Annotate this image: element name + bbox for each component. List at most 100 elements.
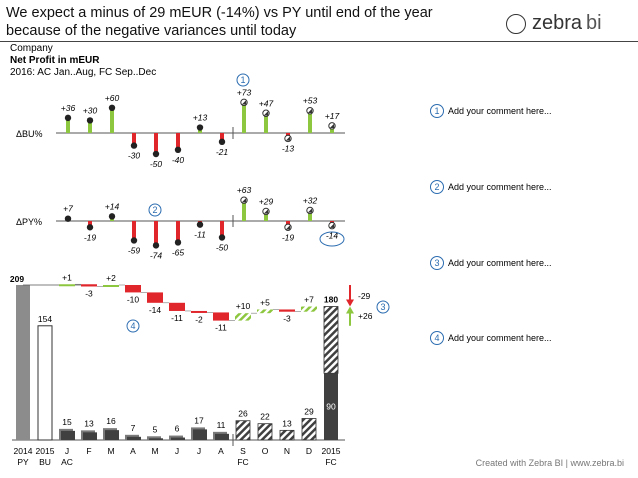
chart-badge-3-circle bbox=[376, 300, 390, 314]
waterfall-step-2 bbox=[103, 285, 119, 287]
x-label-1: 2015 bbox=[36, 446, 55, 456]
waterfall-step-1 bbox=[81, 284, 97, 287]
lollipop-label-dpy-11: +32 bbox=[303, 195, 318, 205]
lollipop-label-dpy-0: +7 bbox=[63, 204, 73, 214]
waterfall-label-8: +10 bbox=[236, 301, 251, 311]
delta-bu-label: +26 bbox=[358, 311, 373, 321]
logo-text: zebra bbox=[532, 12, 583, 34]
title-line-1: We expect a minus of 29 mEUR (-14%) vs P… bbox=[6, 5, 433, 21]
lollipop-head-dpy-5 bbox=[174, 239, 182, 246]
comment-4-text: Add your comment here... bbox=[448, 333, 552, 343]
lollipop-label-dbu-6: +13 bbox=[193, 113, 208, 123]
lollipop-head-hatch-dbu-10 bbox=[285, 136, 291, 141]
lollipop-head-dpy-3 bbox=[130, 237, 138, 244]
lollipop-head-dbu-0 bbox=[64, 114, 72, 122]
waterfall-label-2: +2 bbox=[106, 273, 116, 283]
chart-badge-1-circle bbox=[236, 73, 250, 87]
lollipop-head-dpy-4 bbox=[152, 242, 160, 249]
lollipop-head-dbu-3 bbox=[130, 142, 138, 149]
bar-month-ac-5 bbox=[171, 437, 185, 440]
lollipop-label-dbu-3: -30 bbox=[128, 151, 141, 161]
waterfall-step-8 bbox=[235, 313, 251, 321]
bar-month-fc-10 bbox=[279, 429, 295, 441]
bar-label-month-8: 26 bbox=[238, 409, 248, 419]
bar-month-ac-7 bbox=[215, 433, 229, 440]
bar-label-total-ac: 90 bbox=[326, 402, 336, 412]
lollipop-head-hatch-dpy-11 bbox=[307, 208, 313, 213]
lollipop-head-hatch-dpy-12 bbox=[329, 223, 335, 228]
lollipop-head-fc-dpy-12 bbox=[328, 221, 336, 230]
comment-1[interactable]: 1 Add your comment here... bbox=[430, 104, 552, 118]
bar-label-total-py: 209 bbox=[10, 274, 24, 284]
company-label: Company bbox=[10, 43, 53, 54]
lollipop-stem-dbu-0 bbox=[66, 117, 70, 133]
x-label-0: 2014 bbox=[14, 446, 33, 456]
waterfall-step-5 bbox=[169, 302, 185, 311]
chart-badge-1-text: 1 bbox=[240, 75, 245, 85]
lollipop-head-hatch-dpy-8 bbox=[241, 198, 247, 203]
waterfall-label-11: +7 bbox=[304, 295, 314, 305]
waterfall-label-7: -11 bbox=[215, 323, 227, 333]
lollipop-label-dpy-2: +14 bbox=[105, 201, 120, 211]
x-sublabel-14: FC bbox=[325, 457, 336, 467]
comment-3-badge: 3 bbox=[430, 256, 444, 270]
x-sublabel-0: PY bbox=[17, 457, 29, 467]
lollipop-label-dbu-9: +47 bbox=[259, 98, 274, 108]
lollipop-stem-dbu-2 bbox=[110, 107, 114, 133]
chart-badge-3-text: 3 bbox=[380, 302, 385, 312]
title-divider bbox=[0, 41, 638, 42]
lollipop-label-dpy-1: -19 bbox=[84, 232, 97, 242]
lollipop-label-dbu-10: -13 bbox=[282, 143, 295, 153]
lollipop-head-dbu-5 bbox=[174, 146, 182, 153]
comment-4[interactable]: 4 Add your comment here... bbox=[430, 331, 552, 345]
bar-month-ac-0 bbox=[61, 430, 75, 440]
comment-3-text: Add your comment here... bbox=[448, 258, 552, 268]
waterfall-step-3 bbox=[125, 285, 141, 293]
chart-badge-2-circle bbox=[148, 203, 162, 217]
measure-label: Net Profit in mEUR bbox=[10, 55, 100, 66]
axis-label-dbu: ΔBU% bbox=[16, 129, 43, 139]
lollipop-stem-dpy-11 bbox=[308, 210, 312, 221]
bar-month-ac-6 bbox=[193, 429, 207, 440]
waterfall-step-6 bbox=[191, 310, 207, 313]
lollipop-label-dpy-3: -59 bbox=[128, 245, 141, 255]
waterfall-label-0: +1 bbox=[62, 272, 72, 282]
x-label-10: S bbox=[240, 446, 246, 456]
lollipop-stem-dpy-8 bbox=[242, 200, 246, 221]
waterfall-step-4 bbox=[147, 292, 163, 303]
waterfall-label-9: +5 bbox=[260, 297, 270, 307]
lollipop-head-dpy-7 bbox=[218, 234, 226, 241]
waterfall-step-0 bbox=[59, 284, 75, 287]
lollipop-head-fc-dbu-8 bbox=[240, 98, 248, 107]
period-label: 2016: AC Jan..Aug, FC Sep..Dec bbox=[10, 67, 157, 78]
comment-1-text: Add your comment here... bbox=[448, 106, 552, 116]
axis-label-dpy: ΔPY% bbox=[16, 217, 42, 227]
lollipop-stem-dpy-4 bbox=[154, 221, 158, 246]
bar-month-ac-3 bbox=[127, 436, 141, 440]
x-label-4: M bbox=[107, 446, 114, 456]
bar-month-ac-1 bbox=[83, 432, 97, 440]
lollipop-head-dpy-6 bbox=[196, 221, 204, 228]
lollipop-label-dpy-10: -19 bbox=[282, 232, 295, 242]
lollipop-stem-dpy-3 bbox=[132, 221, 136, 241]
bar-month-fc-11 bbox=[301, 418, 317, 441]
lollipop-label-dpy-7: -50 bbox=[216, 243, 229, 253]
comment-4-badge: 4 bbox=[430, 331, 444, 345]
lollipop-stem-dpy-5 bbox=[176, 221, 180, 243]
page-title: We expect a minus of 29 mEUR (-14%) vs P… bbox=[6, 4, 446, 40]
lollipop-stem-dbu-11 bbox=[308, 110, 312, 133]
zebra-logo-icon bbox=[506, 13, 526, 34]
lollipop-head-fc-dpy-9 bbox=[262, 207, 270, 216]
comment-3[interactable]: 3 Add your comment here... bbox=[430, 256, 552, 270]
waterfall-step-9 bbox=[257, 309, 273, 314]
lollipop-head-dpy-1 bbox=[86, 224, 94, 231]
x-label-8: J bbox=[197, 446, 201, 456]
lollipop-label-dpy-4: -74 bbox=[150, 250, 163, 260]
lollipop-stem-dbu-1 bbox=[88, 120, 92, 133]
comment-2-text: Add your comment here... bbox=[448, 182, 552, 192]
comment-2[interactable]: 2 Add your comment here... bbox=[430, 180, 552, 194]
logo-bi: bi bbox=[586, 12, 602, 34]
lollipop-head-hatch-dbu-12 bbox=[329, 123, 335, 129]
waterfall-step-11 bbox=[301, 306, 317, 312]
lollipop-label-dbu-11: +53 bbox=[303, 96, 318, 106]
